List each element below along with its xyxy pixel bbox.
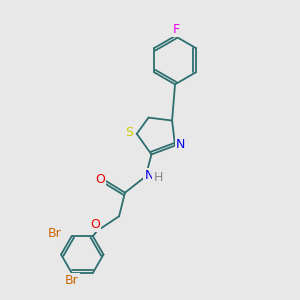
Text: N: N [144,169,154,182]
Text: F: F [173,23,180,36]
Text: O: O [91,218,100,231]
Text: Br: Br [65,274,79,287]
Text: H: H [153,171,163,184]
Text: O: O [96,173,106,186]
Text: Br: Br [48,227,62,240]
Text: S: S [125,126,134,139]
Text: N: N [176,138,186,151]
